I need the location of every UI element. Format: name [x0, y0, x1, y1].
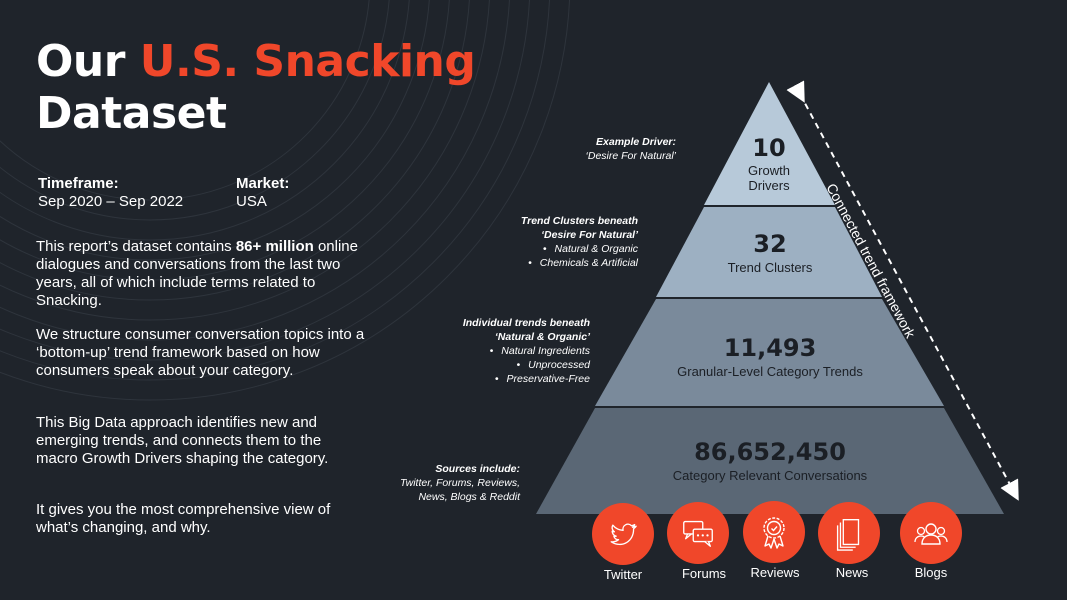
body-paragraph-2: We structure consumer conversation topic…	[36, 326, 365, 379]
award-ribbon-icon	[763, 517, 785, 549]
note-title: Example Driver:	[596, 136, 676, 148]
timeframe-label: Timeframe:	[38, 175, 119, 192]
tier-label-line2: Drivers	[748, 178, 790, 193]
tier-label: Category Relevant Conversations	[672, 468, 868, 483]
tier-conversations: 86,652,450 Category Relevant Conversatio…	[640, 440, 900, 483]
people-group-icon	[914, 523, 948, 545]
p1-bold: 86+ million	[235, 238, 314, 255]
tier-growth-drivers: 10 Growth Drivers	[719, 136, 819, 193]
title-highlight: U.S. Snacking	[139, 36, 476, 87]
note-individual-trends: Individual trends beneath ‘Natural & Org…	[420, 316, 590, 386]
note-title-line1: Individual trends beneath	[462, 317, 590, 329]
tier-label: Granular-Level Category Trends	[677, 364, 863, 379]
market-block: Market: USA	[236, 175, 289, 211]
newspaper-icon	[836, 519, 860, 551]
note-title: Sources include:	[435, 463, 520, 475]
market-label: Market:	[236, 175, 290, 192]
note-item: Natural & Organic	[470, 242, 638, 256]
source-reviews	[743, 501, 805, 563]
source-label-twitter: Twitter	[603, 567, 643, 582]
framework-arrow	[786, 80, 1019, 501]
tier-label: Trend Clusters	[727, 260, 813, 275]
note-list: Natural & Organic Chemicals & Artificial	[470, 242, 638, 270]
tier-number: 11,493	[723, 334, 817, 362]
tier-number: 86,652,450	[694, 438, 846, 466]
tier-number: 32	[753, 230, 787, 258]
timeframe-block: Timeframe: Sep 2020 – Sep 2022	[38, 175, 183, 211]
tier-category-trends: 11,493 Granular-Level Category Trends	[650, 336, 890, 379]
note-title-line1: Trend Clusters beneath	[520, 215, 638, 227]
note-title-line2: ‘Natural & Organic’	[494, 331, 590, 343]
note-line2: News, Blogs & Reddit	[418, 491, 520, 503]
note-item: Preservative-Free	[420, 372, 590, 386]
source-label-forums: Forums	[681, 566, 727, 581]
note-line1: Twitter, Forums, Reviews,	[400, 477, 520, 489]
note-item: Natural Ingredients	[420, 344, 590, 358]
source-blogs	[900, 502, 962, 564]
source-news	[818, 502, 880, 564]
note-sources: Sources include: Twitter, Forums, Review…	[370, 462, 520, 504]
note-example-driver: Example Driver: ‘Desire For Natural’	[520, 135, 676, 163]
note-list: Natural Ingredients Unprocessed Preserva…	[420, 344, 590, 386]
market-value: USA	[236, 193, 267, 210]
body-paragraph-4: It gives you the most comprehensive view…	[36, 501, 331, 536]
p1-after: online dialogues and conversations from …	[36, 238, 358, 309]
title-prefix: Our	[36, 36, 140, 87]
note-title-line2: ‘Desire For Natural’	[541, 229, 638, 241]
tier-number: 10	[752, 134, 786, 162]
source-label-news: News	[835, 565, 869, 580]
p1-before: This report’s dataset contains	[36, 238, 236, 255]
page-title: Our U.S. Snacking Dataset	[36, 36, 476, 140]
body-paragraph-1: This report’s dataset contains 86+ milli…	[36, 238, 366, 310]
title-line2: Dataset	[36, 88, 227, 139]
note-trend-clusters: Trend Clusters beneath ‘Desire For Natur…	[470, 214, 638, 270]
body-paragraph-3: This Big Data approach identifies new an…	[36, 414, 329, 467]
source-forums	[667, 502, 729, 564]
source-label-reviews: Reviews	[750, 565, 800, 580]
tier-label-line1: Growth	[748, 163, 790, 178]
note-item: Unprocessed	[420, 358, 590, 372]
chat-bubbles-icon	[683, 520, 713, 547]
source-label-blogs: Blogs	[914, 565, 948, 580]
timeframe-value: Sep 2020 – Sep 2022	[38, 193, 184, 210]
tier-trend-clusters: 32 Trend Clusters	[690, 232, 850, 275]
note-line: ‘Desire For Natural’	[585, 150, 676, 162]
twitter-bird-icon	[610, 523, 637, 546]
source-twitter	[592, 503, 654, 565]
note-item: Chemicals & Artificial	[470, 256, 638, 270]
